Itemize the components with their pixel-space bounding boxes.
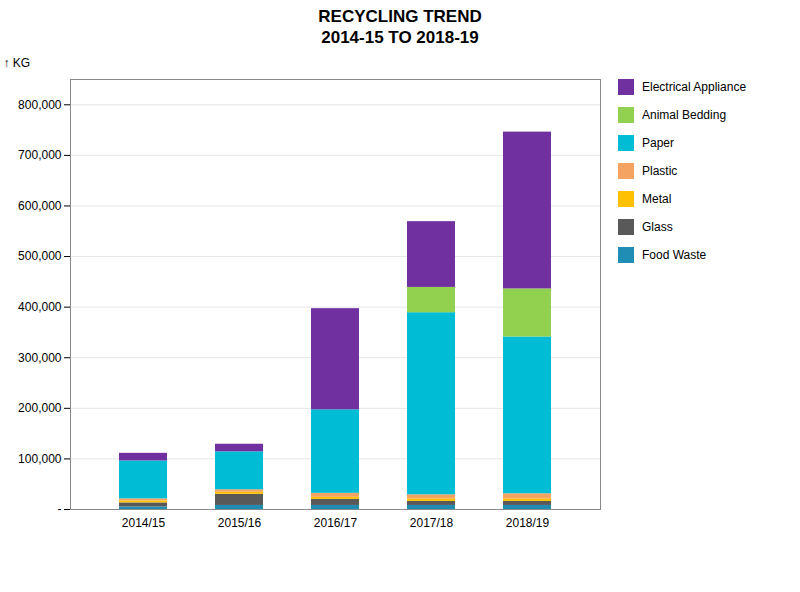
html-text:Glass: Glass <box>642 219 673 234</box>
svg-text:400,000: 400,000 <box>18 299 62 313</box>
html-text:Paper: Paper <box>642 135 674 150</box>
svg-text:200,000: 200,000 <box>18 401 62 415</box>
svg-text:600,000: 600,000 <box>18 198 62 212</box>
svg-text:300,000: 300,000 <box>18 350 62 364</box>
svg-text:2018/19: 2018/19 <box>506 516 550 530</box>
html-text:Food Waste: Food Waste <box>642 247 707 262</box>
svg-text:2016/17: 2016/17 <box>314 516 358 530</box>
svg-text:500,000: 500,000 <box>18 249 62 263</box>
svg-text:800,000: 800,000 <box>18 97 62 111</box>
svg-text:↑ KG: ↑ KG <box>4 56 31 70</box>
svg-text:100,000: 100,000 <box>18 451 62 465</box>
html-text:Plastic: Plastic <box>642 163 678 178</box>
html-text:Electrical Appliance: Electrical Appliance <box>642 79 747 94</box>
svg-text:2015/16: 2015/16 <box>218 516 262 530</box>
html-text:Animal Bedding: Animal Bedding <box>642 107 727 122</box>
svg-text:-: - <box>58 502 62 516</box>
svg-text:2014/15: 2014/15 <box>122 516 166 530</box>
html-text:RECYCLING TREND 2014-15 TO 201: RECYCLING TREND 2014-15 TO 2018-19 <box>318 7 482 48</box>
svg-text:2017/18: 2017/18 <box>410 516 454 530</box>
html-text:Metal: Metal <box>642 191 672 206</box>
svg-text:700,000: 700,000 <box>18 148 62 162</box>
